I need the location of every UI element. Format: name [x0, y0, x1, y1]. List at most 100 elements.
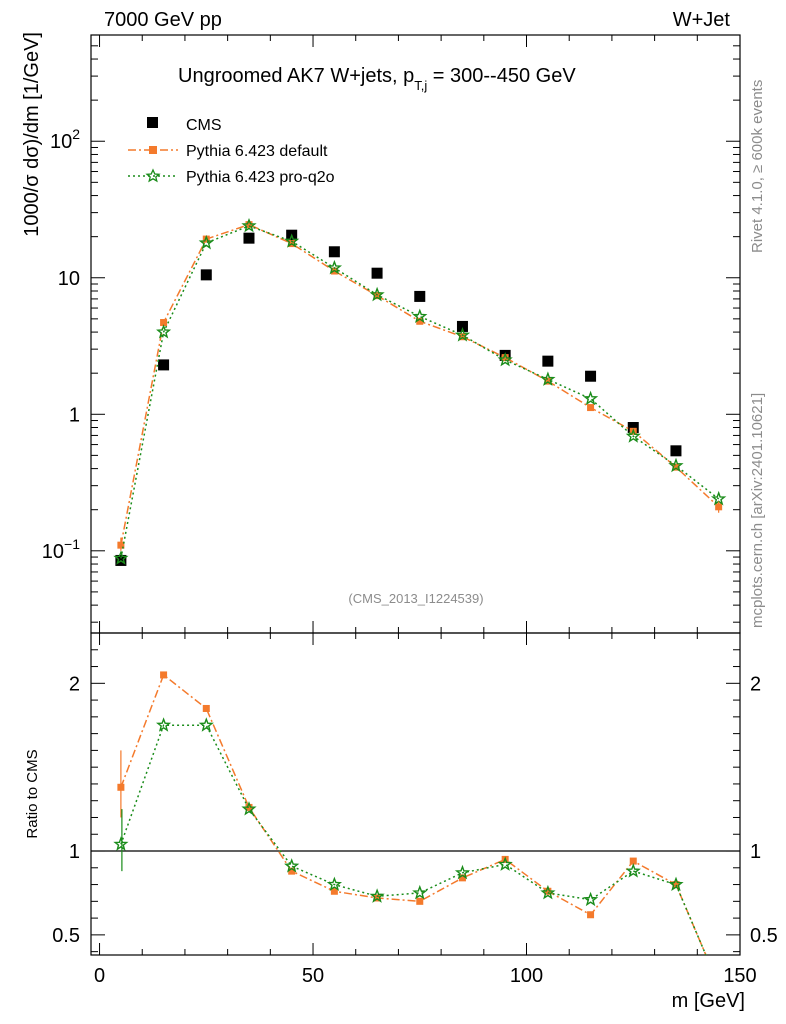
ratio-line-1	[120, 673, 707, 955]
ratio-point-default	[160, 671, 168, 679]
x-tick-label: 0	[94, 965, 105, 987]
ratio-tick-label-left: 2	[69, 673, 80, 695]
x-tick-label: 50	[302, 965, 324, 987]
ratio-point-proq2o	[113, 836, 129, 851]
ratio-point-proq2o	[369, 888, 385, 903]
cms-data-point	[243, 232, 255, 244]
cms-data-point	[456, 320, 468, 332]
ratio-point-default	[202, 704, 210, 712]
cms-data-point	[542, 355, 554, 367]
ratio-point-proq2o	[326, 876, 343, 891]
process-label: W+Jet	[673, 9, 731, 31]
cms-data-point	[414, 290, 426, 302]
legend-label-cms: CMS	[186, 117, 222, 134]
x-tick-label: 150	[723, 965, 756, 987]
mc-point-proq2o	[369, 286, 385, 302]
chart-title: Ungroomed AK7 W+jets, pT,j = 300--450 Ge…	[178, 65, 576, 93]
legend-label-default: Pythia 6.423 default	[186, 143, 328, 160]
legend: CMS Pythia 6.423 default Pythia 6.423 pr…	[128, 117, 335, 186]
mc-point-proq2o	[284, 233, 300, 248]
mc-point-proq2o	[113, 550, 129, 565]
ratio-point-default	[715, 982, 722, 989]
ratio-point-default	[544, 887, 552, 895]
ratio-point-proq2o	[241, 801, 257, 816]
legend-marker-default	[149, 146, 157, 154]
ratio-tick-label-right: 1	[750, 841, 761, 863]
mc-point-proq2o	[710, 490, 727, 506]
x-axis-label: m [GeV]	[672, 990, 745, 1012]
ratio-point-default	[288, 867, 296, 875]
mc-point-default	[458, 333, 466, 341]
mc-point-proq2o	[582, 390, 599, 406]
legend-marker-proq2o	[145, 168, 161, 183]
mc-point-proq2o	[156, 324, 172, 339]
axis-ticks: 0 50 100 150 10−1 1 10 102 0.5 0.5 1 1 2 2	[42, 34, 778, 987]
mc-point-default	[672, 463, 680, 471]
y-tick-label: 10	[58, 268, 80, 290]
y-tick-label: 102	[50, 126, 80, 153]
source-label: mcplots.cern.ch [arXiv:2401.10621]	[749, 393, 766, 628]
ratio-line-2	[120, 724, 707, 955]
cms-data-point	[627, 422, 639, 434]
cms-data-point	[585, 370, 597, 382]
ratio-point-default	[458, 874, 466, 882]
ratio-point-proq2o	[284, 858, 300, 873]
energy-label: 7000 GeV pp	[104, 9, 222, 31]
mc-point-default	[160, 319, 168, 327]
y-axis-label: 1000/σ dσ)/dm [1/GeV]	[21, 32, 43, 237]
ratio-point-default	[330, 887, 338, 895]
ratio-tick-label-right: 2	[750, 673, 761, 695]
mc-point-default	[245, 221, 253, 229]
main-panel-marks	[113, 217, 727, 646]
ratio-point-default	[416, 897, 424, 905]
mc-point-proq2o	[497, 351, 513, 367]
ratio-panel-marks	[113, 671, 722, 989]
ratio-point-default	[629, 857, 637, 865]
mc-point-default	[544, 377, 552, 385]
ratio-point-proq2o	[198, 717, 214, 732]
mc-point-proq2o	[326, 259, 343, 275]
data-marks	[113, 217, 727, 989]
mc-point-proq2o	[540, 371, 556, 386]
mc-point-proq2o	[198, 234, 214, 250]
x-tick-label: 100	[510, 965, 543, 987]
analysis-id: (CMS_2013_I1224539)	[348, 591, 483, 606]
legend-marker-cms	[147, 117, 158, 128]
mc-point-default	[501, 354, 509, 362]
mc-point-proq2o	[668, 457, 684, 473]
cms-data-point	[371, 267, 383, 279]
ratio-point-proq2o	[582, 891, 599, 907]
mc-point-proq2o	[454, 327, 471, 342]
ratio-tick-label-left: 0.5	[52, 925, 80, 947]
y-tick-label: 1	[69, 404, 80, 426]
ratio-tick-label-left: 1	[69, 841, 80, 863]
mc-point-default	[202, 235, 210, 243]
cms-data-point	[200, 269, 212, 281]
y-tick-label: 10−1	[42, 536, 80, 563]
ratio-point-default	[672, 881, 680, 889]
ratio-point-proq2o	[668, 876, 684, 891]
mc-point-default	[587, 404, 595, 412]
cms-data-point	[158, 359, 170, 371]
rivet-version-label: Rivet 4.1.0, ≥ 600k events	[749, 80, 766, 253]
ratio-point-proq2o	[412, 884, 428, 900]
ratio-point-proq2o	[497, 856, 513, 871]
ratio-y-axis-label: Ratio to CMS	[24, 749, 41, 838]
mc-point-default	[416, 317, 424, 325]
cms-data-point	[670, 445, 682, 457]
ratio-point-proq2o	[625, 863, 641, 878]
mc-point-proq2o	[241, 217, 257, 233]
mc-point-proq2o	[625, 428, 641, 443]
ratio-plot-frame	[90, 632, 741, 956]
ratio-point-proq2o	[540, 884, 556, 900]
ratio-point-proq2o	[155, 717, 172, 732]
cms-data-point	[713, 635, 724, 646]
cms-data-point	[328, 246, 340, 258]
mc-line-2	[120, 225, 720, 559]
ratio-point-default	[587, 911, 595, 919]
legend-label-proq2o: Pythia 6.423 pro-q2o	[186, 169, 335, 186]
mc-point-proq2o	[412, 308, 428, 323]
ratio-tick-label-right: 0.5	[750, 925, 778, 947]
ratio-point-proq2o	[454, 864, 471, 880]
